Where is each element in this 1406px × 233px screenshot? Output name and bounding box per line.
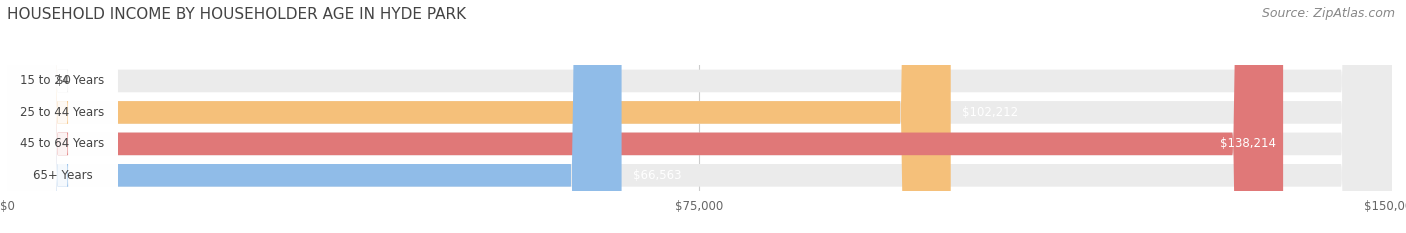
Text: $138,214: $138,214 xyxy=(1220,137,1277,150)
FancyBboxPatch shape xyxy=(7,0,118,233)
Text: 45 to 64 Years: 45 to 64 Years xyxy=(20,137,104,150)
Text: 15 to 24 Years: 15 to 24 Years xyxy=(20,75,104,87)
FancyBboxPatch shape xyxy=(7,0,118,233)
Text: $66,563: $66,563 xyxy=(633,169,681,182)
Text: 25 to 44 Years: 25 to 44 Years xyxy=(20,106,104,119)
FancyBboxPatch shape xyxy=(7,0,118,233)
FancyBboxPatch shape xyxy=(7,0,1392,233)
FancyBboxPatch shape xyxy=(7,0,1392,233)
FancyBboxPatch shape xyxy=(7,0,42,233)
Text: $102,212: $102,212 xyxy=(962,106,1018,119)
FancyBboxPatch shape xyxy=(7,0,118,233)
FancyBboxPatch shape xyxy=(7,0,1392,233)
FancyBboxPatch shape xyxy=(7,0,118,233)
FancyBboxPatch shape xyxy=(7,0,1284,233)
Text: 65+ Years: 65+ Years xyxy=(32,169,93,182)
FancyBboxPatch shape xyxy=(7,0,1392,233)
FancyBboxPatch shape xyxy=(7,0,118,233)
FancyBboxPatch shape xyxy=(7,0,950,233)
FancyBboxPatch shape xyxy=(7,0,118,233)
FancyBboxPatch shape xyxy=(7,0,621,233)
Text: HOUSEHOLD INCOME BY HOUSEHOLDER AGE IN HYDE PARK: HOUSEHOLD INCOME BY HOUSEHOLDER AGE IN H… xyxy=(7,7,467,22)
FancyBboxPatch shape xyxy=(7,0,118,233)
Text: Source: ZipAtlas.com: Source: ZipAtlas.com xyxy=(1261,7,1395,20)
Text: $0: $0 xyxy=(55,75,70,87)
